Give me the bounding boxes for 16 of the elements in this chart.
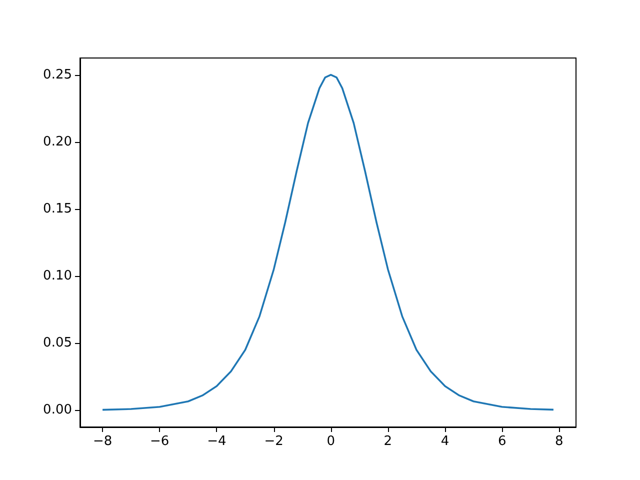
y-tick-label: 0.15: [43, 201, 72, 216]
x-tick-label: −8: [92, 434, 112, 449]
x-tick-label: 4: [440, 434, 450, 449]
x-tick-label: 0: [326, 434, 335, 449]
x-tick-label: 8: [555, 434, 564, 449]
x-tick-label: −2: [264, 434, 284, 449]
line-series: [102, 74, 554, 411]
y-tick-label: 0.20: [43, 134, 72, 150]
x-tick-label: −4: [207, 434, 226, 449]
y-tick-label: 0.05: [43, 336, 72, 351]
x-tick-label: 2: [384, 434, 392, 449]
x-tick-label: −6: [150, 434, 170, 449]
x-tick-label: 6: [498, 434, 506, 449]
y-tick-label: 0.00: [43, 402, 72, 418]
y-tick-label: 0.10: [43, 268, 72, 284]
y-tick-label: 0.25: [43, 67, 72, 82]
